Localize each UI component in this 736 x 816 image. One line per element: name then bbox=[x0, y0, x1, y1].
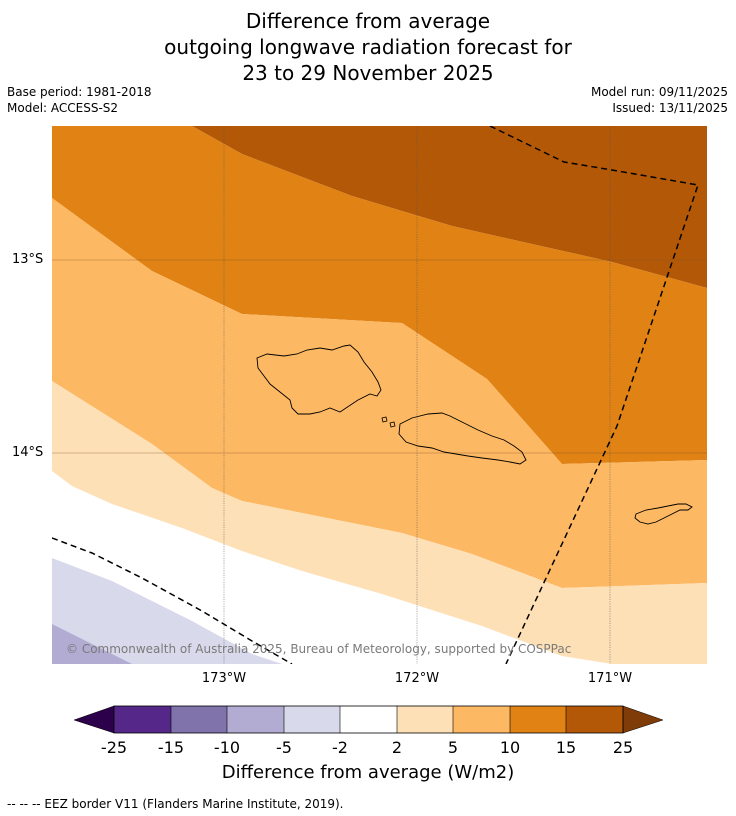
colorbar-label-15: 15 bbox=[555, 738, 577, 757]
savaii-island bbox=[256, 344, 382, 415]
map-plot bbox=[52, 126, 707, 664]
colorbar-bin-7 bbox=[453, 706, 510, 733]
graticule-lon bbox=[223, 126, 611, 664]
colorbar-title: Difference from average (W/m2) bbox=[221, 762, 515, 783]
colorbar-label-5: 5 bbox=[447, 738, 459, 757]
colorbar-label-neg2: -2 bbox=[332, 738, 348, 757]
colorbar-label-neg5: -5 bbox=[276, 738, 292, 757]
lon-label-171w: 171°W bbox=[587, 671, 633, 686]
issued-date: Issued: 13/11/2025 bbox=[612, 101, 728, 115]
lon-label-173w: 173°W bbox=[201, 671, 247, 686]
base-period: Base period: 1981-2018 bbox=[7, 85, 152, 99]
colorbar bbox=[73, 705, 664, 734]
band-15-25 bbox=[52, 126, 707, 288]
band-neg5-neg2 bbox=[52, 558, 282, 664]
band-10-15 bbox=[52, 126, 707, 464]
colorbar-outline bbox=[113, 705, 624, 734]
title-line-3: 23 to 29 November 2025 bbox=[242, 61, 494, 85]
meta-right: Model run: 09/11/2025 Issued: 13/11/2025 bbox=[591, 84, 728, 116]
chart-title: Difference from average outgoing longwav… bbox=[0, 8, 736, 86]
title-line-1: Difference from average bbox=[245, 9, 491, 33]
model-run: Model run: 09/11/2025 bbox=[590, 85, 728, 99]
upolu-island bbox=[398, 412, 527, 465]
manono-island bbox=[381, 416, 388, 423]
lon-label-172w: 172°W bbox=[394, 671, 440, 686]
colorbar-bin-8 bbox=[510, 706, 566, 733]
copyright-notice: © Commonwealth of Australia 2025, Bureau… bbox=[66, 642, 572, 656]
eez-footnote: -- -- -- EEZ border V11 (Flanders Marine… bbox=[7, 797, 344, 811]
colorbar-bin-9 bbox=[566, 706, 623, 733]
colorbar-bin-6 bbox=[397, 706, 453, 733]
colorbar-min-extension bbox=[73, 705, 115, 734]
apolima-island bbox=[389, 421, 396, 428]
colorbar-label-neg25: -25 bbox=[100, 738, 128, 757]
model-name: Model: ACCESS-S2 bbox=[7, 101, 119, 115]
colorbar-max-extension bbox=[622, 705, 664, 734]
colorbar-label-25: 25 bbox=[612, 738, 634, 757]
eez-border-southwest bbox=[52, 537, 293, 664]
colorbar-bin-2 bbox=[171, 706, 227, 733]
eez-border-east bbox=[489, 126, 699, 664]
band-2-5 bbox=[52, 381, 707, 664]
lat-label-13s: 13°S bbox=[12, 252, 44, 267]
colorbar-bin-5 bbox=[340, 706, 397, 733]
title-line-2: outgoing longwave radiation forecast for bbox=[164, 35, 572, 59]
colorbar-label-10: 10 bbox=[499, 738, 521, 757]
meta-left: Base period: 1981-2018 Model: ACCESS-S2 bbox=[7, 84, 152, 116]
lat-label-14s: 14°S bbox=[12, 445, 44, 460]
graticule bbox=[52, 259, 707, 454]
tutuila-island bbox=[634, 503, 693, 525]
colorbar-bin-1 bbox=[114, 706, 171, 733]
colorbar-label-neg15: -15 bbox=[157, 738, 185, 757]
colorbar-dividers bbox=[170, 706, 567, 733]
colorbar-label-neg10: -10 bbox=[213, 738, 241, 757]
colorbar-label-2: 2 bbox=[391, 738, 403, 757]
band-neg10-neg5 bbox=[52, 624, 132, 664]
colorbar-bin-3 bbox=[227, 706, 284, 733]
colorbar-bin-4 bbox=[284, 706, 340, 733]
